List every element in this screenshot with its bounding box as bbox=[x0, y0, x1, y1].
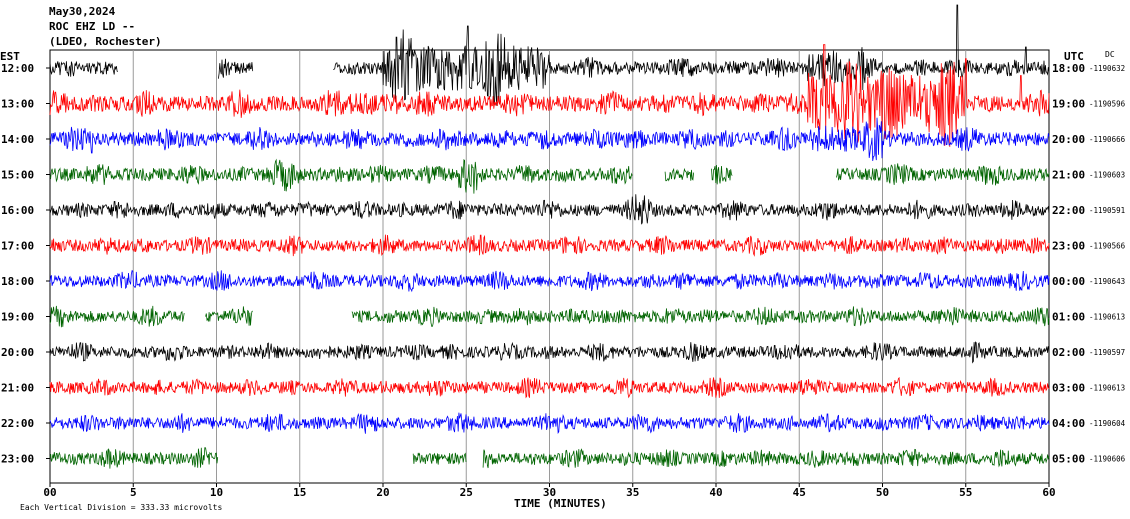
row-label-utc: 18:00 bbox=[1052, 62, 1085, 75]
row-label-utc: 00:00 bbox=[1052, 275, 1085, 288]
x-tick-label-20: 20 bbox=[376, 486, 389, 499]
row-label-utc: 20:00 bbox=[1052, 133, 1085, 146]
x-tick-label-25: 25 bbox=[460, 486, 473, 499]
row-label-est: 13:00 bbox=[1, 98, 34, 111]
row-label-utc: 03:00 bbox=[1052, 382, 1085, 395]
row-dc-offset: -1190606 bbox=[1089, 455, 1126, 464]
trace-1400 bbox=[49, 117, 1050, 161]
x-tick-label-30: 30 bbox=[543, 486, 556, 499]
scale-note: Each Vertical Division = 333.33 microvol… bbox=[20, 503, 223, 512]
trace-1900 bbox=[49, 305, 1050, 328]
x-tick-label-15: 15 bbox=[293, 486, 306, 499]
row-label-est: 18:00 bbox=[1, 275, 34, 288]
trace-1800 bbox=[49, 269, 1050, 293]
row-dc-offset: -1190596 bbox=[1089, 100, 1126, 109]
row-label-est: 12:00 bbox=[1, 62, 34, 75]
row-dc-offset: -1190597 bbox=[1089, 348, 1125, 357]
trace-1500 bbox=[49, 158, 1050, 194]
row-label-utc: 22:00 bbox=[1052, 204, 1085, 217]
row-label-est: 20:00 bbox=[1, 346, 34, 359]
x-tick-label-40: 40 bbox=[709, 486, 722, 499]
row-label-est: 22:00 bbox=[1, 417, 34, 430]
x-tick-label-35: 35 bbox=[626, 486, 639, 499]
row-dc-offset: -1190566 bbox=[1089, 242, 1126, 251]
row-label-utc: 19:00 bbox=[1052, 98, 1085, 111]
row-dc-offset: -1190591 bbox=[1089, 206, 1125, 215]
x-tick-label-00: 00 bbox=[43, 486, 56, 499]
trace-2000 bbox=[49, 341, 1050, 364]
row-dc-offset: -1190613 bbox=[1089, 384, 1125, 393]
row-dc-offset: -1190603 bbox=[1089, 171, 1125, 180]
x-tick-label-45: 45 bbox=[793, 486, 806, 499]
x-tick-label-5: 5 bbox=[130, 486, 137, 499]
row-label-utc: 23:00 bbox=[1052, 240, 1085, 253]
row-label-est: 19:00 bbox=[1, 311, 34, 324]
header-date: May30,2024 bbox=[49, 5, 116, 18]
x-axis-title: TIME (MINUTES) bbox=[514, 497, 607, 510]
row-dc-offset: -1190666 bbox=[1089, 135, 1126, 144]
x-tick-label-55: 55 bbox=[959, 486, 972, 499]
row-label-utc: 02:00 bbox=[1052, 346, 1085, 359]
trace-1200 bbox=[49, 4, 1050, 106]
row-label-utc: 01:00 bbox=[1052, 311, 1085, 324]
row-dc-offset: -1190613 bbox=[1089, 313, 1125, 322]
row-label-utc: 04:00 bbox=[1052, 417, 1085, 430]
trace-1700 bbox=[49, 234, 1050, 257]
row-label-est: 21:00 bbox=[1, 382, 34, 395]
dc-label: DC bbox=[1105, 50, 1115, 59]
right-zone-label: UTC bbox=[1064, 50, 1084, 63]
row-dc-offset: -1190643 bbox=[1089, 277, 1125, 286]
trace-1600 bbox=[49, 194, 1050, 225]
row-label-est: 14:00 bbox=[1, 133, 34, 146]
trace-2100 bbox=[49, 376, 1050, 399]
row-label-utc: 05:00 bbox=[1052, 453, 1085, 466]
row-label-est: 17:00 bbox=[1, 240, 34, 253]
left-zone-label: EST bbox=[0, 50, 20, 63]
row-label-est: 23:00 bbox=[1, 453, 34, 466]
header-network: (LDEO, Rochester) bbox=[49, 35, 162, 48]
row-label-est: 16:00 bbox=[1, 204, 34, 217]
trace-1300 bbox=[49, 44, 1050, 147]
trace-2200 bbox=[49, 412, 1050, 434]
x-tick-label-50: 50 bbox=[876, 486, 889, 499]
x-tick-label-10: 10 bbox=[210, 486, 223, 499]
row-label-est: 15:00 bbox=[1, 169, 34, 182]
trace-2300 bbox=[49, 447, 1050, 469]
header-station: ROC EHZ LD -- bbox=[49, 20, 136, 33]
row-dc-offset: -1190604 bbox=[1089, 419, 1126, 428]
row-label-utc: 21:00 bbox=[1052, 169, 1085, 182]
row-dc-offset: -1190632 bbox=[1089, 64, 1125, 73]
x-tick-label-60: 60 bbox=[1042, 486, 1055, 499]
